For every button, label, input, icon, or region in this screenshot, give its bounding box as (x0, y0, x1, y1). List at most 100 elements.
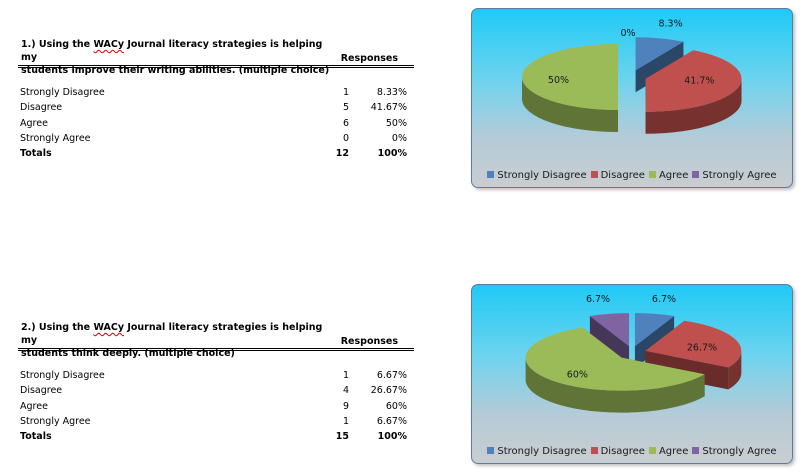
row-count: 0 (342, 132, 349, 144)
table-row: Strongly Disagree 1 8.33% (18, 85, 414, 100)
pie-chart-svg: 6.7% 26.7% 60% 6.7% (525, 294, 742, 413)
row-label: Totals (20, 431, 52, 443)
row-percent: 41.67% (370, 102, 407, 114)
row-count: 12 (335, 148, 349, 160)
legend-item: Disagree (590, 446, 645, 457)
question-title-text: Journal literacy strategies is helping m… (21, 322, 323, 346)
responses-header: Responses (340, 53, 398, 64)
row-percent: 0% (391, 132, 407, 144)
row-percent: 6.67% (376, 370, 407, 381)
legend-label: Strongly Disagree (497, 170, 587, 181)
question-title-line2: students improve their writing abilities… (21, 65, 330, 76)
question-number: 2.) (21, 322, 36, 333)
question-2-title: 2.) Using the WACy Journal literacy stra… (21, 321, 341, 360)
pie-slice-strongly-agree (589, 313, 630, 369)
legend-label: Disagree (600, 446, 645, 457)
legend-swatch (590, 171, 598, 178)
row-count: 1 (342, 415, 349, 427)
table-row: Strongly Disagree 1 6.67% (18, 368, 414, 383)
pie-slice-agree (525, 327, 705, 413)
chart-legend: Strongly Disagree Disagree Agree Strongly A… (472, 170, 792, 181)
legend-item: Strongly Agree (692, 170, 777, 181)
legend-item: Strongly Agree (692, 446, 777, 457)
row-label: Strongly Agree (20, 415, 91, 427)
pie-chart-1: 8.3% 41.7% 50% 0% Strongly Disagree Disagree… (471, 8, 793, 188)
data-label: 26.7% (687, 343, 717, 354)
table-row: Disagree 5 41.67% (18, 100, 414, 115)
row-percent: 8.33% (376, 87, 407, 98)
question-title-wacy: WACy (93, 322, 125, 333)
question-2-table: 2.) Using the WACy Journal literacy stra… (18, 319, 414, 449)
legend-item: Agree (648, 170, 689, 181)
legend-label: Agree (658, 446, 689, 457)
question-title-wacy: WACy (93, 39, 125, 50)
question-title-text: Using the (38, 39, 91, 50)
legend-swatch (692, 171, 700, 178)
legend-item: Disagree (590, 170, 645, 181)
legend-label: Disagree (600, 170, 645, 181)
legend-item: Agree (648, 446, 689, 457)
pie-chart-svg: 8.3% 41.7% 50% 0% (522, 18, 742, 134)
row-percent: 6.67% (376, 415, 407, 427)
question-title-line2: students think deeply. (multiple choice) (21, 348, 235, 359)
data-label: 41.7% (684, 76, 714, 87)
legend-label: Agree (658, 170, 689, 181)
table-row: Strongly Agree 1 6.67% (18, 414, 414, 429)
legend-swatch (648, 447, 656, 454)
responses-header: Responses (340, 336, 398, 347)
data-label: 6.7% (586, 294, 610, 305)
row-label: Strongly Agree (20, 132, 91, 144)
row-label: Totals (20, 148, 52, 160)
legend-item: Strongly Disagree (487, 446, 587, 457)
row-percent: 100% (377, 148, 407, 160)
pie-slice-disagree (645, 50, 742, 134)
question-1-title: 1.) Using the WACy Journal literacy stra… (21, 38, 341, 77)
pie-slice-strongly-disagree (634, 313, 675, 369)
legend-label: Strongly Disagree (497, 446, 587, 457)
question-1-table: 1.) Using the WACy Journal literacy stra… (18, 36, 414, 166)
pie-slice-agree (522, 44, 618, 132)
row-count: 1 (342, 87, 349, 98)
row-label: Strongly Disagree (20, 370, 105, 381)
data-label: 50% (548, 75, 569, 86)
header-rule (18, 65, 414, 68)
row-label: Disagree (20, 102, 63, 114)
row-count: 1 (342, 370, 349, 381)
row-count: 9 (342, 400, 349, 412)
legend-swatch (692, 447, 700, 454)
table-row: Disagree 4 26.67% (18, 383, 414, 398)
totals-row: Totals 15 100% (18, 429, 414, 444)
pie-slice-disagree (645, 320, 742, 390)
pie-chart-2: 6.7% 26.7% 60% 6.7% Strongly Disagree Disagr… (471, 284, 793, 464)
chart-legend: Strongly Disagree Disagree Agree Strongly A… (472, 446, 792, 457)
row-label: Agree (20, 400, 48, 412)
row-count: 5 (342, 102, 349, 114)
legend-label: Strongly Agree (702, 446, 777, 457)
table-row: Strongly Agree 0 0% (18, 131, 414, 146)
row-label: Agree (20, 117, 48, 129)
question-title-text: Using the (38, 322, 91, 333)
row-label: Strongly Disagree (20, 87, 105, 98)
row-percent: 50% (385, 117, 407, 129)
data-label: 8.3% (658, 18, 682, 29)
data-label: 6.7% (652, 294, 676, 305)
legend-item: Strongly Disagree (487, 170, 587, 181)
table-row: Agree 9 60% (18, 399, 414, 414)
legend-label: Strongly Agree (702, 170, 777, 181)
table-row: Agree 6 50% (18, 116, 414, 131)
row-count: 15 (335, 431, 349, 443)
row-count: 4 (342, 385, 349, 397)
legend-swatch (487, 447, 495, 454)
question-title-text: Journal literacy strategies is helping m… (21, 39, 323, 63)
legend-swatch (648, 171, 656, 178)
header-rule (18, 348, 414, 351)
legend-swatch (487, 171, 495, 178)
row-percent: 26.67% (370, 385, 407, 397)
row-count: 6 (342, 117, 349, 129)
row-label: Disagree (20, 385, 63, 397)
legend-swatch (590, 447, 598, 454)
row-percent: 60% (385, 400, 407, 412)
totals-row: Totals 12 100% (18, 146, 414, 161)
row-percent: 100% (377, 431, 407, 443)
question-number: 1.) (21, 39, 36, 50)
